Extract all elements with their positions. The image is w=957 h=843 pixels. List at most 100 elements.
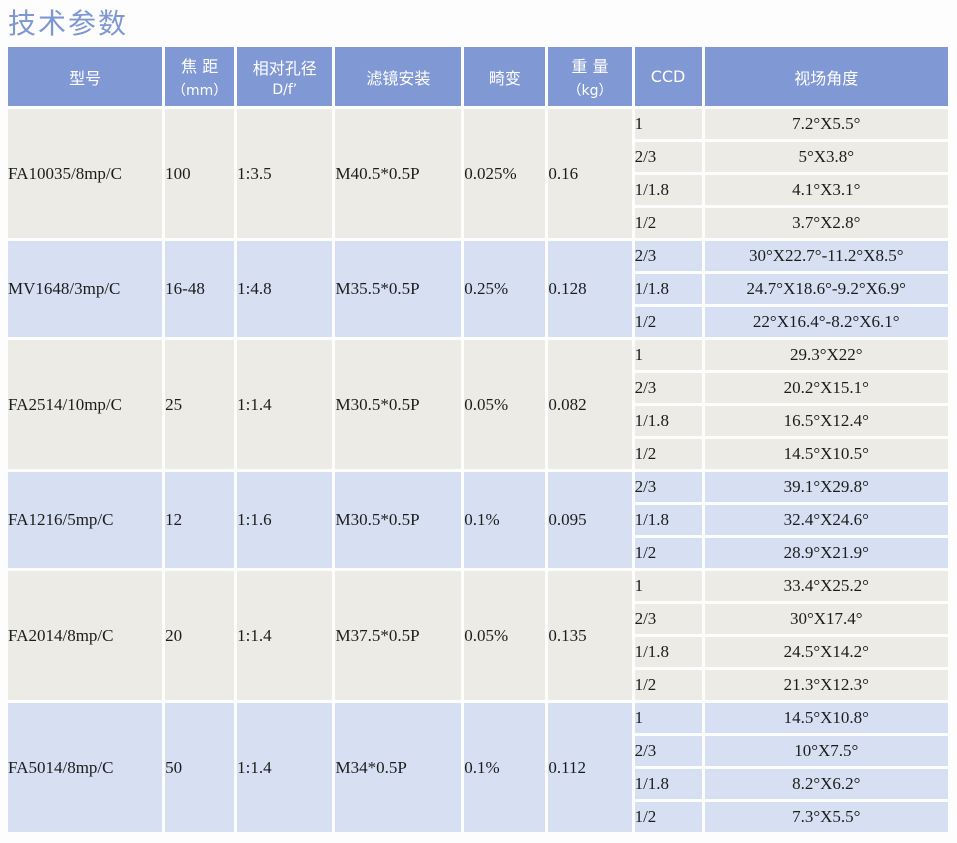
model-cell: FA2514/10mp/C	[8, 340, 163, 469]
table-row: 1/1.8 4.1°X3.1°	[8, 175, 948, 205]
fov-angle-cell: 4.1°X3.1°	[704, 175, 948, 205]
table-row: FA2014/8mp/C 20 1:1.4 M37.5*0.5P 0.05% 0…	[8, 571, 948, 700]
distortion-cell: 0.05%	[464, 340, 546, 469]
header-model: 型号	[8, 47, 163, 106]
table-row: 1/2 22°X16.4°-8.2°X6.1°	[8, 307, 948, 337]
table-row: 2/3 30°X17.4°	[8, 604, 948, 634]
table-row: 2/3 5°X3.8°	[8, 142, 948, 172]
distortion-cell: 0.05%	[464, 571, 546, 700]
header-relative-aperture: 相对孔径 D/f’	[237, 47, 333, 106]
table-header: 型号 焦 距 （mm） 相对孔径 D/f’ 滤镜安装 畸变 重 量 （kg） C…	[8, 47, 948, 106]
fov-angle-cell: 3.7°X2.8°	[704, 208, 948, 238]
fov-angle-cell: 8.2°X6.2°	[704, 769, 948, 799]
fov-angle-cell: 7.3°X5.5°	[704, 802, 948, 832]
ccd-size-cell: 2/3	[634, 241, 702, 271]
table-row: 1/1.8 24.5°X14.2°	[8, 637, 948, 667]
focal-length-cell: 12	[165, 472, 235, 568]
fov-angle-cell: 22°X16.4°-8.2°X6.1°	[704, 307, 948, 337]
ccd-size-cell: 1	[634, 571, 702, 601]
model-group: FA10035/8mp/C 100 1:3.5 M40.5*0.5P 0.025…	[8, 109, 948, 238]
distortion-cell: 0.1%	[464, 703, 546, 832]
table-row: FA1216/5mp/C 12 1:1.6 M30.5*0.5P 0.1% 0.…	[8, 472, 948, 568]
model-cell: FA5014/8mp/C	[8, 703, 163, 832]
table-row: 1/1.8 32.4°X24.6°	[8, 505, 948, 535]
ccd-size-cell: 2/3	[634, 373, 702, 403]
model-cell: FA1216/5mp/C	[8, 472, 163, 568]
fov-angle-cell: 5°X3.8°	[704, 142, 948, 172]
fov-angle-cell: 20.2°X15.1°	[704, 373, 948, 403]
fov-angle-cell: 16.5°X12.4°	[704, 406, 948, 436]
header-filter-mount: 滤镜安装	[335, 47, 462, 106]
filter-mount-cell: M34*0.5P	[335, 703, 462, 832]
weight-cell: 0.16	[548, 109, 632, 238]
ccd-size-cell: 1/1.8	[634, 769, 702, 799]
fov-angle-cell: 30°X22.7°-11.2°X8.5°	[704, 241, 948, 271]
header-field-of-view: 视场角度	[704, 47, 948, 106]
distortion-cell: 0.1%	[464, 472, 546, 568]
weight-cell: 0.082	[548, 340, 632, 469]
focal-length-cell: 20	[165, 571, 235, 700]
table-row: 1/1.8 8.2°X6.2°	[8, 769, 948, 799]
filter-mount-cell: M30.5*0.5P	[335, 472, 462, 568]
weight-cell: 0.135	[548, 571, 632, 700]
table-row: 1/2 14.5°X10.5°	[8, 439, 948, 469]
fov-angle-cell: 32.4°X24.6°	[704, 505, 948, 535]
table-row: 1/1.8 24.7°X18.6°-9.2°X6.9°	[8, 274, 948, 304]
table-row: 2/3 10°X7.5°	[8, 736, 948, 766]
ccd-size-cell: 1/1.8	[634, 505, 702, 535]
header-weight: 重 量 （kg）	[548, 47, 632, 106]
filter-mount-cell: M40.5*0.5P	[335, 109, 462, 238]
table-row: 1/1.8 16.5°X12.4°	[8, 406, 948, 436]
table-row: 1/2 21.3°X12.3°	[8, 670, 948, 700]
ccd-size-cell: 1/2	[634, 802, 702, 832]
distortion-cell: 0.25%	[464, 241, 546, 337]
table-row: FA5014/8mp/C 50 1:1.4 M34*0.5P 0.1% 0.11…	[8, 703, 948, 832]
weight-cell: 0.095	[548, 472, 632, 568]
model-group: FA1216/5mp/C 12 1:1.6 M30.5*0.5P 0.1% 0.…	[8, 472, 948, 568]
table-row: 1/2 3.7°X2.8°	[8, 208, 948, 238]
fov-angle-cell: 7.2°X5.5°	[704, 109, 948, 139]
ccd-size-cell: 1	[634, 109, 702, 139]
ccd-size-cell: 1/1.8	[634, 274, 702, 304]
distortion-cell: 0.025%	[464, 109, 546, 238]
fov-angle-cell: 14.5°X10.5°	[704, 439, 948, 469]
model-group: FA5014/8mp/C 50 1:1.4 M34*0.5P 0.1% 0.11…	[8, 703, 948, 832]
table-row: FA10035/8mp/C 100 1:3.5 M40.5*0.5P 0.025…	[8, 109, 948, 238]
ccd-size-cell: 1	[634, 340, 702, 370]
weight-cell: 0.128	[548, 241, 632, 337]
fov-angle-cell: 24.7°X18.6°-9.2°X6.9°	[704, 274, 948, 304]
header-focal-length: 焦 距 （mm）	[165, 47, 235, 106]
table-row: MV1648/3mp/C 16-48 1:4.8 M35.5*0.5P 0.25…	[8, 241, 948, 337]
focal-length-cell: 25	[165, 340, 235, 469]
fov-angle-cell: 29.3°X22°	[704, 340, 948, 370]
table-row: 2/3 20.2°X15.1°	[8, 373, 948, 403]
aperture-cell: 1:4.8	[237, 241, 333, 337]
aperture-cell: 1:3.5	[237, 109, 333, 238]
focal-length-cell: 50	[165, 703, 235, 832]
page-title: 技术参数	[8, 7, 129, 40]
specs-table: 型号 焦 距 （mm） 相对孔径 D/f’ 滤镜安装 畸变 重 量 （kg） C…	[5, 44, 951, 835]
table-row: 1/2 7.3°X5.5°	[8, 802, 948, 832]
fov-angle-cell: 28.9°X21.9°	[704, 538, 948, 568]
filter-mount-cell: M30.5*0.5P	[335, 340, 462, 469]
model-group: MV1648/3mp/C 16-48 1:4.8 M35.5*0.5P 0.25…	[8, 241, 948, 337]
focal-length-cell: 100	[165, 109, 235, 238]
aperture-cell: 1:1.4	[237, 703, 333, 832]
focal-length-cell: 16-48	[165, 241, 235, 337]
fov-angle-cell: 39.1°X29.8°	[704, 472, 948, 502]
ccd-size-cell: 2/3	[634, 604, 702, 634]
header-ccd: CCD	[634, 47, 702, 106]
ccd-size-cell: 1/2	[634, 307, 702, 337]
header-distortion: 畸变	[464, 47, 546, 106]
fov-angle-cell: 14.5°X10.8°	[704, 703, 948, 733]
ccd-size-cell: 1/1.8	[634, 637, 702, 667]
ccd-size-cell: 1/2	[634, 670, 702, 700]
aperture-cell: 1:1.6	[237, 472, 333, 568]
filter-mount-cell: M37.5*0.5P	[335, 571, 462, 700]
model-group: FA2014/8mp/C 20 1:1.4 M37.5*0.5P 0.05% 0…	[8, 571, 948, 700]
ccd-size-cell: 1/2	[634, 538, 702, 568]
aperture-cell: 1:1.4	[237, 340, 333, 469]
ccd-size-cell: 2/3	[634, 142, 702, 172]
ccd-size-cell: 1/1.8	[634, 175, 702, 205]
